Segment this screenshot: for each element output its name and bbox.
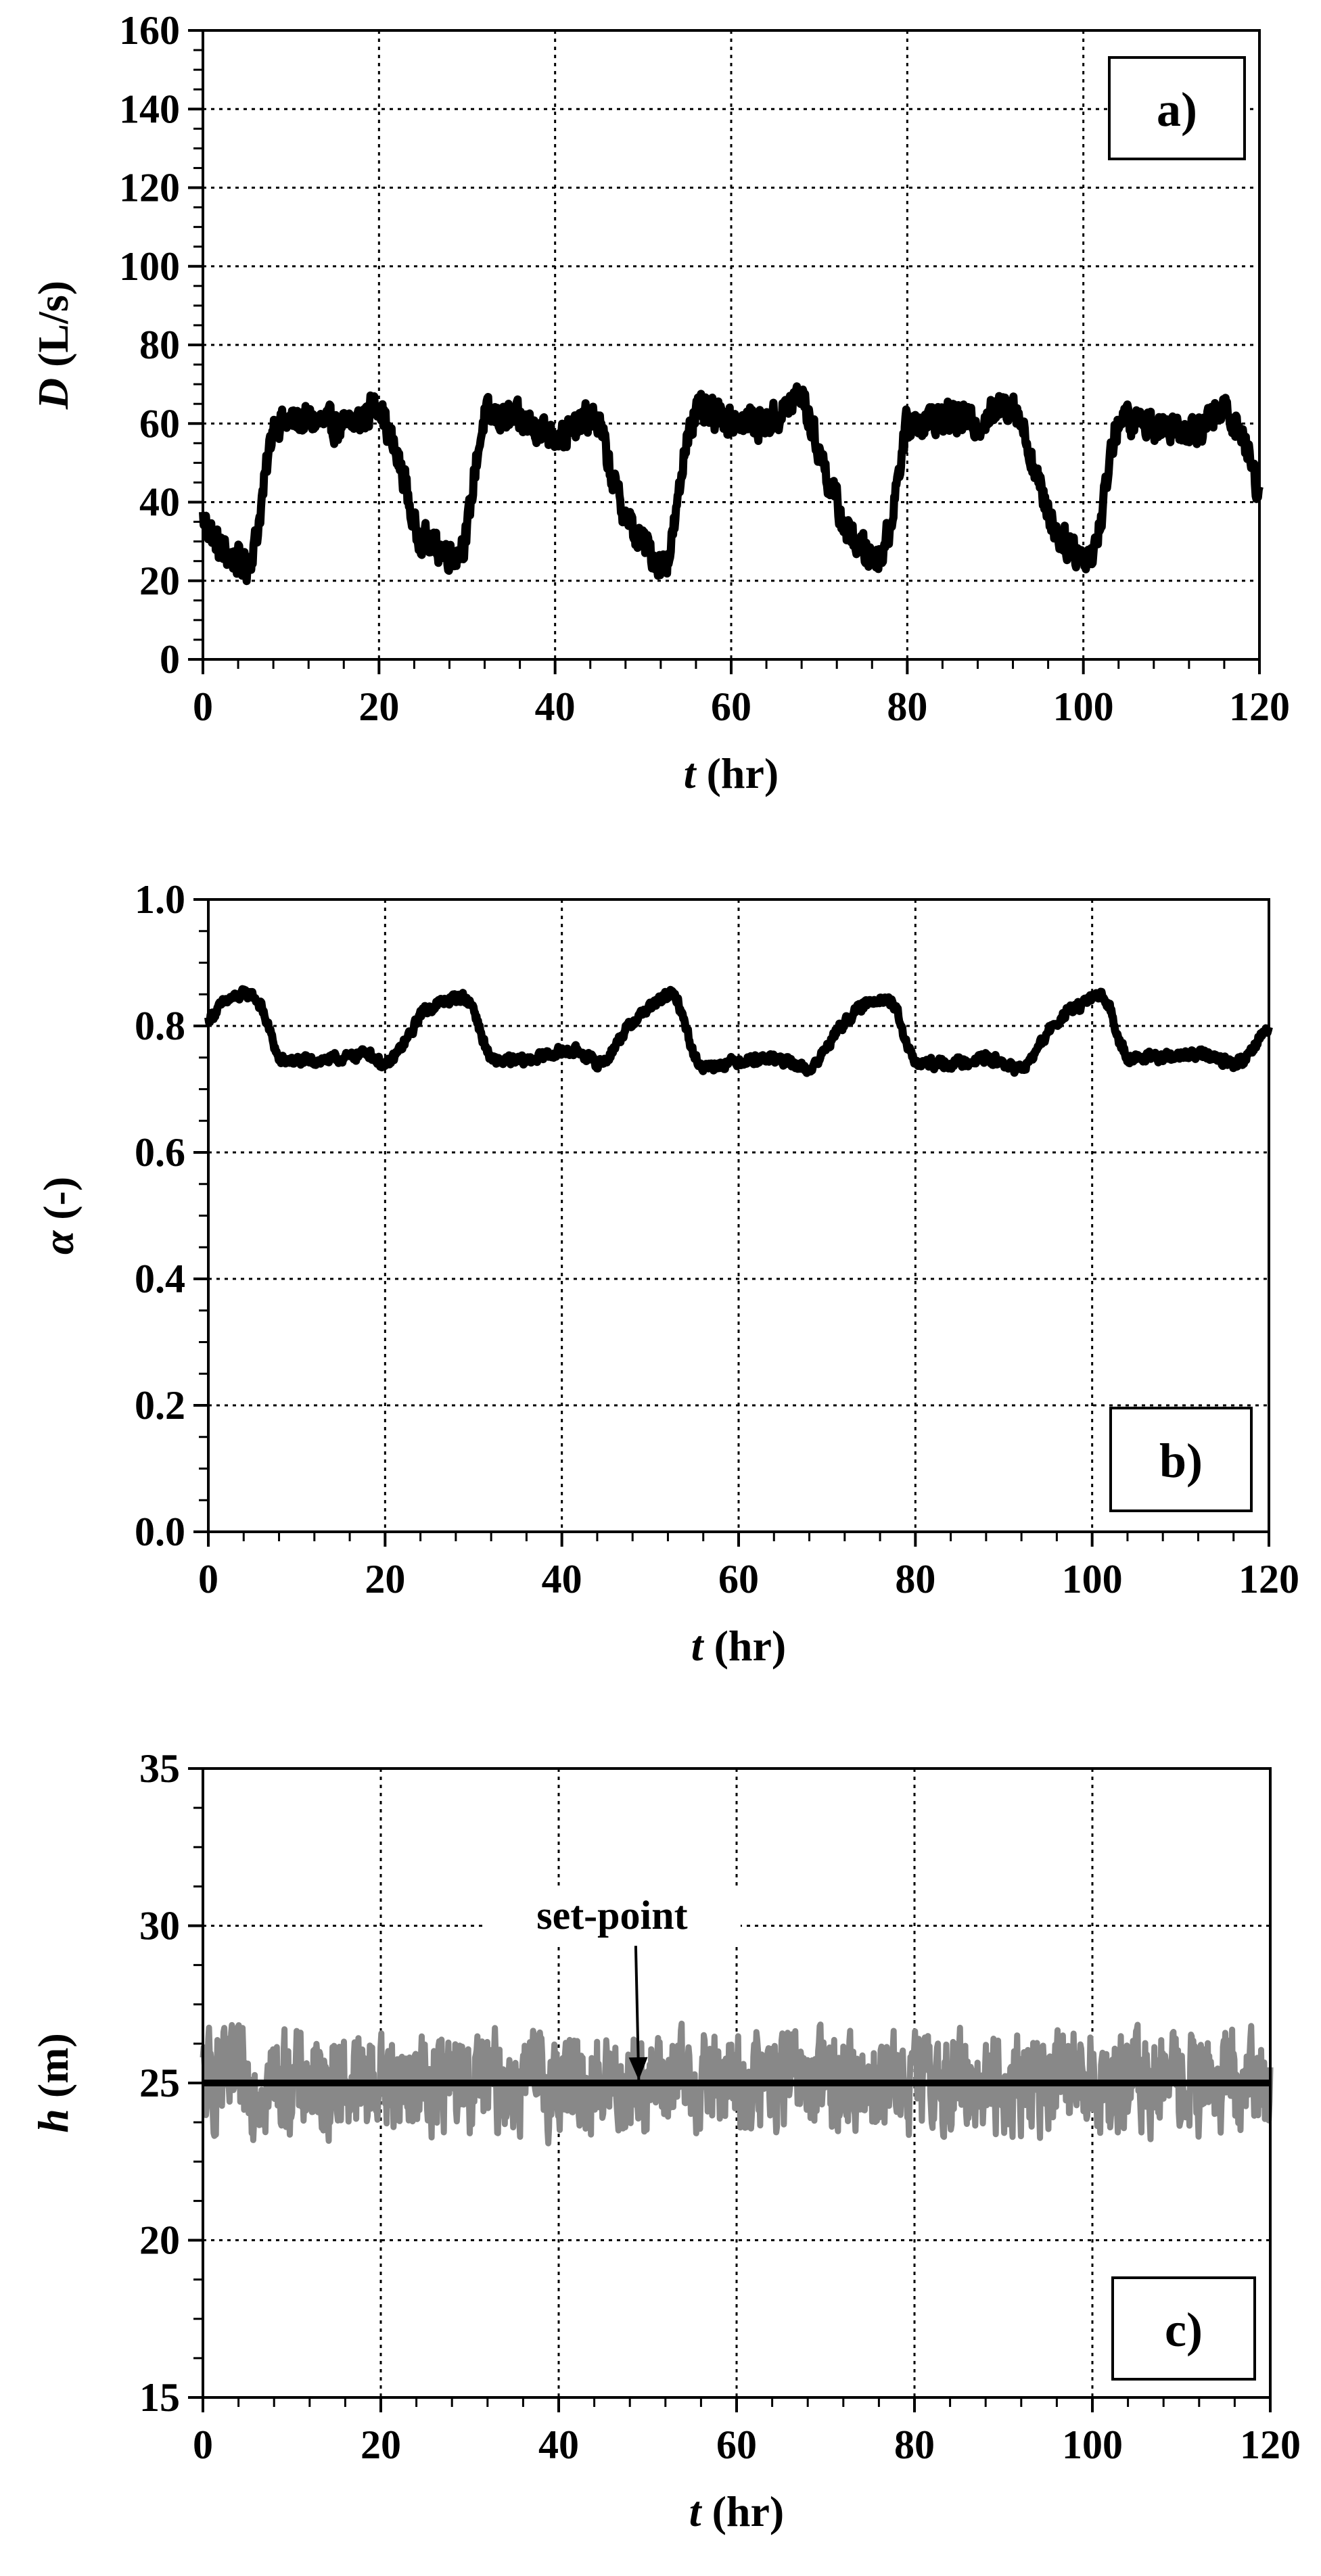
panel-label-c: c) (1165, 2303, 1203, 2357)
x-tick-label: 40 (538, 2422, 579, 2467)
x-tick-label: 0 (193, 684, 213, 729)
x-axis-label-c: t (hr) (689, 2487, 784, 2535)
y-tick-label: 0.6 (135, 1130, 185, 1175)
series-line-0 (199, 382, 1264, 586)
x-axis-label-b: t (hr) (691, 1622, 786, 1670)
set-point-annotation: set-point (483, 1887, 741, 2081)
y-tick-label: 15 (139, 2375, 180, 2420)
x-tick-label: 100 (1053, 684, 1114, 729)
series-layer-c (200, 2020, 1274, 2147)
y-axis-label-b: α (-) (34, 1177, 83, 1255)
series-layer-b (204, 985, 1273, 1077)
panel-label-box-b: b) (1109, 1407, 1253, 1512)
y-tick-label: 0.4 (135, 1257, 185, 1301)
series-line-0 (204, 985, 1273, 1077)
x-tick-label: 80 (894, 2422, 935, 2467)
y-tick-label: 100 (119, 244, 180, 289)
panel-label-a: a) (1157, 83, 1197, 137)
series-line-0 (200, 2020, 1274, 2147)
x-tick-label: 20 (365, 1557, 405, 1601)
y-tick-label: 120 (119, 166, 180, 210)
x-tick-labels-b: 0 20 40 60 80 100 120 (198, 1557, 1299, 1601)
x-tick-label: 20 (361, 2422, 401, 2467)
y-axis-label-c: h (m) (29, 2033, 77, 2133)
grid-lines-a (203, 30, 1259, 659)
y-tick-label: 80 (139, 323, 180, 367)
y-tick-label: 60 (139, 401, 180, 446)
set-point-label: set-point (536, 1893, 687, 1938)
y-tick-label: 25 (139, 2061, 180, 2105)
x-tick-label: 120 (1240, 2422, 1301, 2467)
y-tick-label: 0.2 (135, 1383, 185, 1428)
x-tick-label: 0 (198, 1557, 218, 1601)
y-tick-label: 40 (139, 480, 180, 525)
y-tick-label: 20 (139, 559, 180, 603)
x-axis-label-a: t (hr) (684, 749, 779, 797)
x-tick-label: 80 (887, 684, 927, 729)
series-layer-a (199, 382, 1264, 586)
x-tick-label: 100 (1062, 1557, 1123, 1601)
y-tick-label: 0 (160, 637, 180, 682)
y-tick-label: 1.0 (135, 877, 185, 922)
grid-lines-b (208, 899, 1269, 1532)
x-tick-label: 120 (1229, 684, 1290, 729)
y-axis-label-a: D (L/s) (29, 281, 77, 410)
y-tick-label: 0.0 (135, 1509, 185, 1554)
x-tick-label: 60 (718, 1557, 759, 1601)
set-point-arrowhead (628, 2057, 648, 2080)
y-tick-labels-c: 15 20 25 30 35 (139, 1746, 180, 2420)
panel-label-b: b) (1159, 1434, 1203, 1488)
y-tick-label: 30 (139, 1904, 180, 1948)
y-tick-label: 140 (119, 87, 180, 131)
tick-marks-c (188, 1767, 1272, 2412)
panel-label-box-a: a) (1108, 56, 1246, 160)
x-tick-label: 100 (1062, 2422, 1123, 2467)
y-tick-label: 20 (139, 2218, 180, 2263)
x-tick-labels-a: 0 20 40 60 80 100 120 (193, 684, 1290, 729)
panel-label-box-c: c) (1111, 2276, 1256, 2381)
panel-a: 0 20 40 60 80 100 120 0 20 40 60 80 100 120 140 160 t … (29, 8, 1290, 797)
x-tick-label: 20 (358, 684, 399, 729)
x-tick-label: 120 (1238, 1557, 1299, 1601)
y-tick-label: 35 (139, 1746, 180, 1791)
y-tick-label: 0.8 (135, 1004, 185, 1048)
panel-b: 0 20 40 60 80 100 120 0.0 0.2 0.4 0.6 0.8 1.0 t (hr… (34, 877, 1299, 1670)
y-tick-labels-a: 0 20 40 60 80 100 120 140 160 (119, 8, 180, 682)
x-tick-label: 40 (542, 1557, 582, 1601)
x-tick-label: 60 (716, 2422, 757, 2467)
x-tick-label: 0 (193, 2422, 213, 2467)
y-tick-label: 160 (119, 8, 180, 53)
y-tick-labels-b: 0.0 0.2 0.4 0.6 0.8 1.0 (135, 877, 185, 1554)
x-tick-labels-c: 0 20 40 60 80 100 120 (193, 2422, 1301, 2467)
x-tick-label: 60 (711, 684, 751, 729)
x-tick-label: 80 (895, 1557, 935, 1601)
x-tick-label: 40 (535, 684, 576, 729)
tick-marks-a (188, 29, 1261, 674)
tick-marks-b (193, 898, 1270, 1547)
